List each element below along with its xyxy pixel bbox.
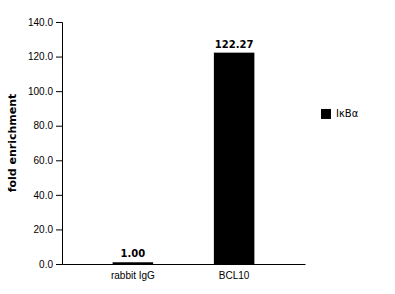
legend-label: IκBα: [336, 108, 359, 119]
data-labels: 1.00 122.27: [121, 39, 254, 260]
plot: 0.0 20.0 40.0 60.0 80.0 100.0 120.0 140.0 rabbit…: [6, 17, 306, 281]
data-label: 122.27: [215, 39, 254, 50]
y-tick: 0.0: [39, 259, 62, 270]
y-tick-mark: [56, 229, 62, 230]
y-tick-label: 120.0: [28, 51, 53, 62]
y-axis: 0.0 20.0 40.0 60.0 80.0 100.0 120.0 140.0: [28, 17, 63, 270]
y-tick-mark: [56, 22, 62, 23]
y-tick: 40.0: [34, 190, 62, 201]
y-tick-label: 80.0: [34, 120, 54, 131]
y-tick: 60.0: [34, 155, 62, 166]
y-tick-label: 20.0: [34, 224, 54, 235]
y-tick-mark: [56, 57, 62, 58]
y-tick-label: 40.0: [34, 190, 54, 201]
y-tick: 80.0: [34, 120, 62, 131]
y-axis-line: [56, 23, 63, 265]
y-tick-mark: [56, 160, 62, 161]
legend-swatch: [321, 109, 331, 119]
x-tick: rabbit IgG: [111, 270, 155, 281]
y-tick: 140.0: [28, 17, 62, 28]
x-axis-line: [63, 264, 306, 265]
y-tick: 100.0: [28, 86, 62, 97]
y-tick: 20.0: [34, 224, 62, 235]
legend: IκBα: [321, 108, 359, 119]
y-tick-mark: [56, 264, 62, 265]
bar: [113, 262, 154, 264]
y-tick-label: 100.0: [28, 86, 53, 97]
y-axis-title: fold enrichment: [6, 94, 19, 193]
y-tick-mark: [56, 126, 62, 127]
y-tick-label: 0.0: [39, 259, 53, 270]
y-tick-label: 60.0: [34, 155, 54, 166]
y-tick-mark: [56, 91, 62, 92]
x-tick-label: BCL10: [219, 270, 250, 281]
legend-item: IκBα: [321, 108, 359, 119]
y-tick: 120.0: [28, 51, 62, 62]
chart: 0.0 20.0 40.0 60.0 80.0 100.0 120.0 140.0 rabbit…: [0, 0, 395, 294]
y-tick-label: 140.0: [28, 17, 53, 28]
x-tick: BCL10: [219, 270, 250, 281]
bar: [214, 53, 255, 264]
data-label: 1.00: [121, 248, 146, 259]
x-axis: rabbit IgG BCL10: [63, 265, 306, 282]
bars: [113, 53, 255, 264]
x-tick-label: rabbit IgG: [111, 270, 155, 281]
y-tick-mark: [56, 195, 62, 196]
